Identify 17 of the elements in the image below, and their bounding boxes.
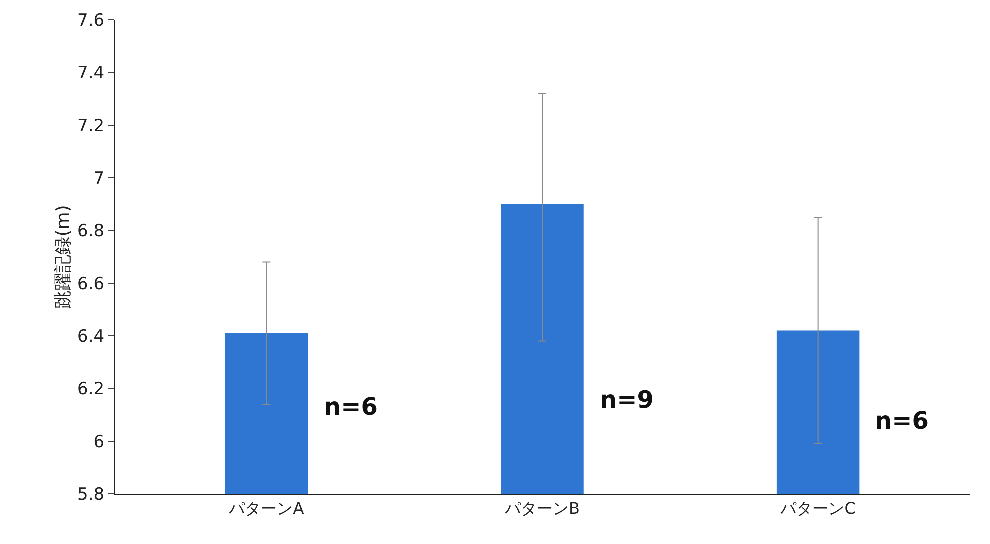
x-tick-label: パターンA [228,499,304,518]
y-tick-label: 7 [94,168,105,189]
y-axis-title: 跳躍記録(m) [53,205,74,309]
annotation: n=9 [600,386,654,414]
y-tick-label: 6.4 [78,326,105,347]
y-tick-label: 6 [94,432,105,452]
y-tick-label: 6.6 [78,274,105,294]
x-tick-label: パターンB [504,499,580,518]
y-tick-label: 5.8 [78,484,105,505]
annotation: n=6 [324,393,378,421]
x-tick-label: パターンC [780,499,856,518]
annotation: n=6 [875,407,929,435]
y-tick-label: 7.6 [78,10,105,31]
y-tick-label: 7.4 [78,64,105,84]
y-tick-label: 6.2 [78,380,105,400]
y-tick-label: 6.8 [78,222,105,242]
y-tick-label: 7.2 [78,116,105,136]
